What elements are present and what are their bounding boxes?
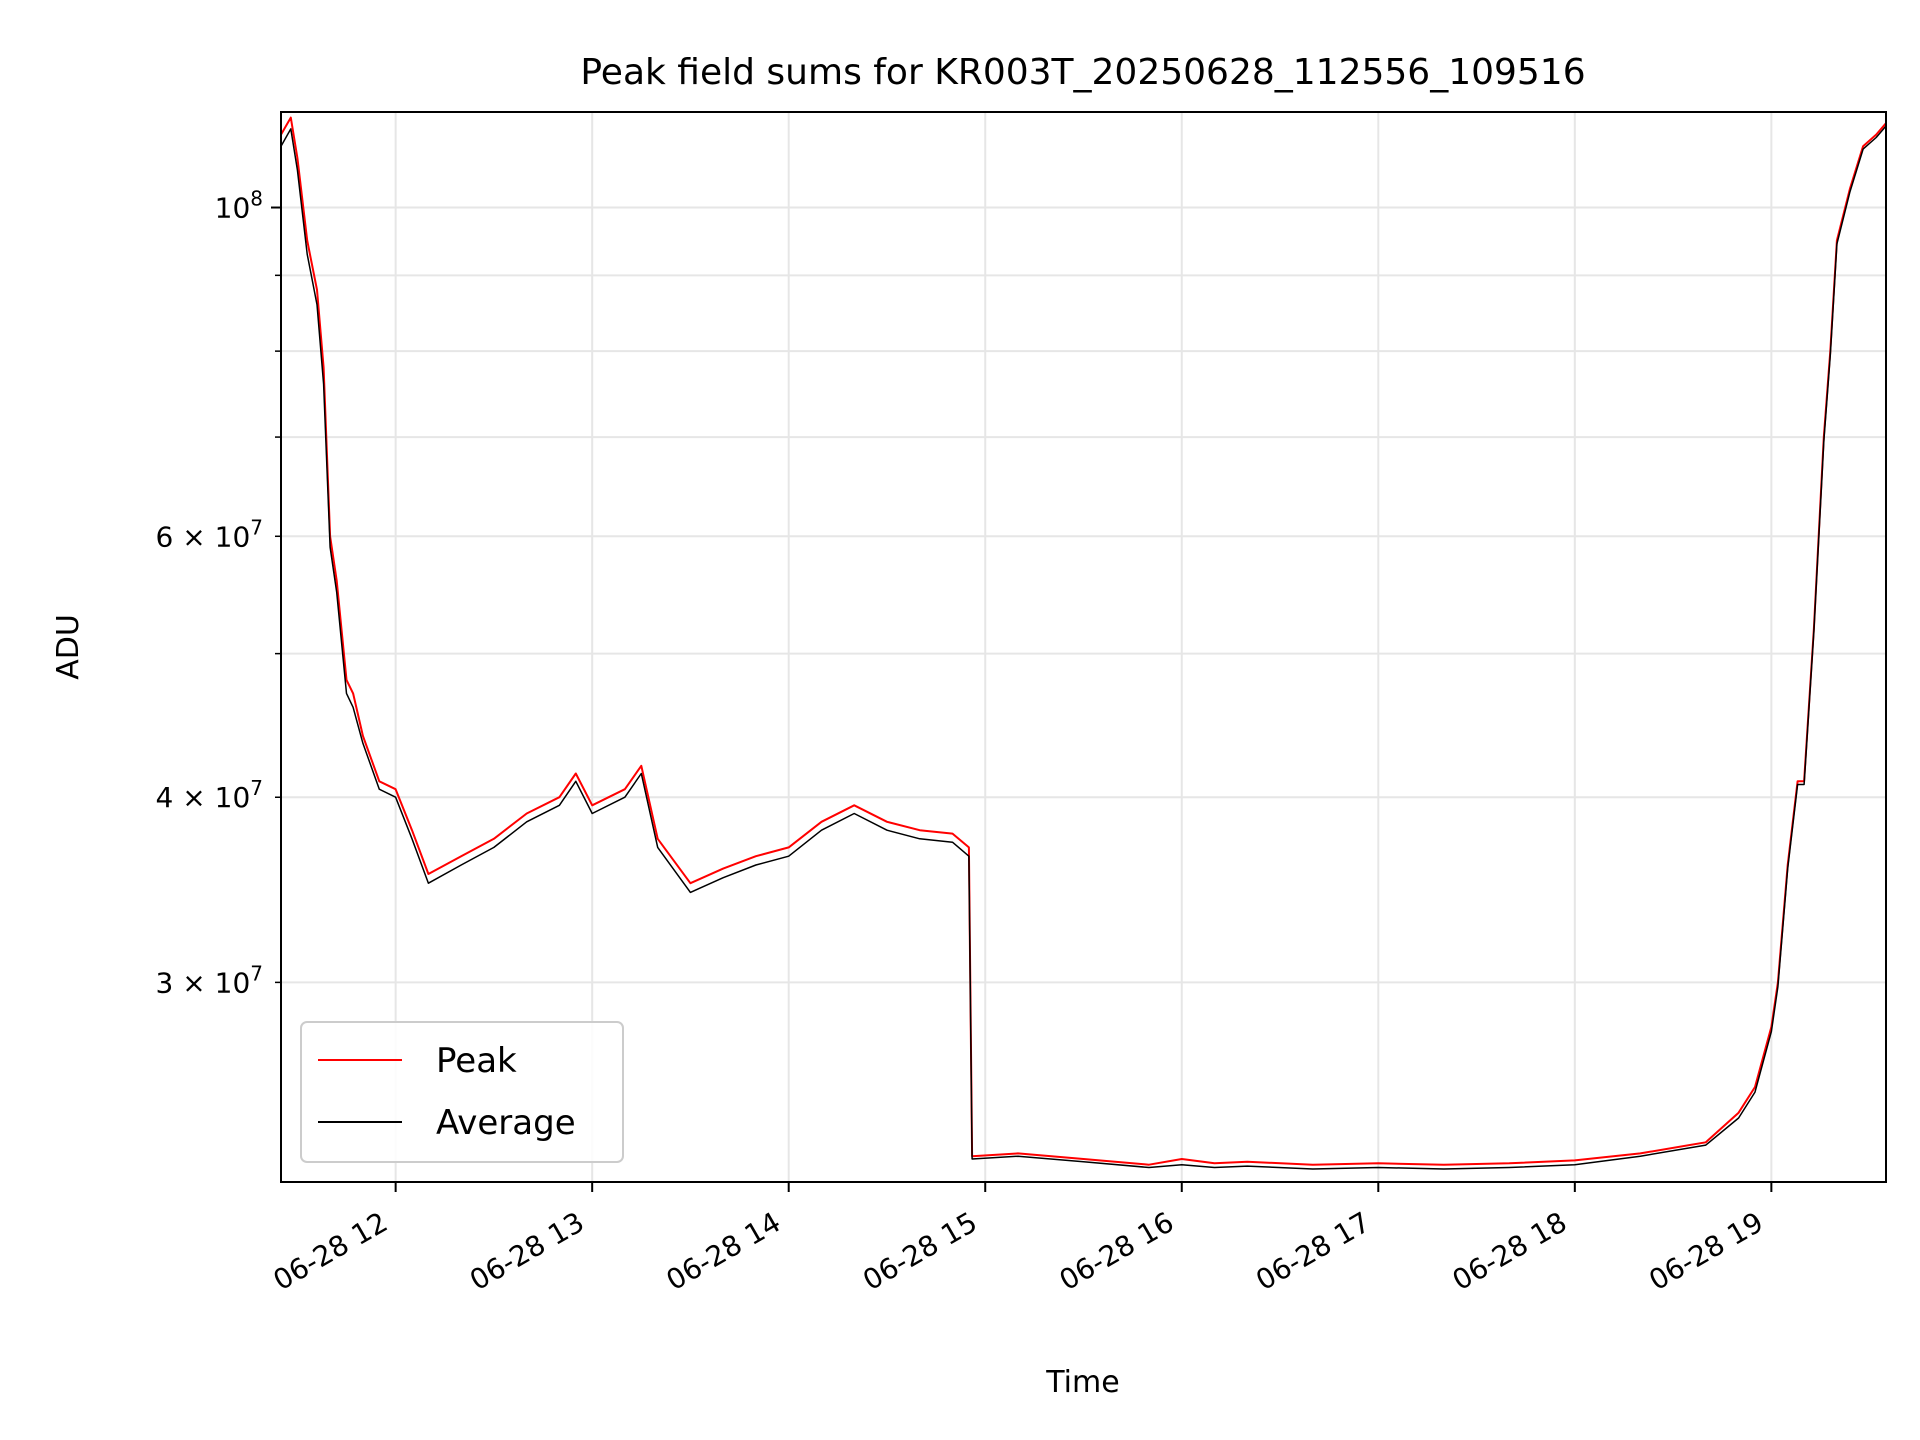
legend-box [300,1021,624,1163]
series-line-average [280,125,1887,1170]
plot-frame [280,111,1887,1183]
legend-label-peak: Peak [436,1041,517,1081]
y-tick-label: 4 × 107 [156,776,263,814]
legend-label-average: Average [436,1103,576,1143]
y-axis-label: ADU [51,614,86,680]
legend: Peak Average [300,1021,624,1163]
grid [281,112,1886,1182]
y-tick-label: 3 × 107 [156,961,263,999]
series-layer [280,116,1887,1170]
x-axis-label: Time [1045,1365,1119,1400]
chart-title: Peak field sums for KR003T_20250628_1125… [580,52,1585,93]
y-tick-label: 6 × 107 [156,515,263,553]
